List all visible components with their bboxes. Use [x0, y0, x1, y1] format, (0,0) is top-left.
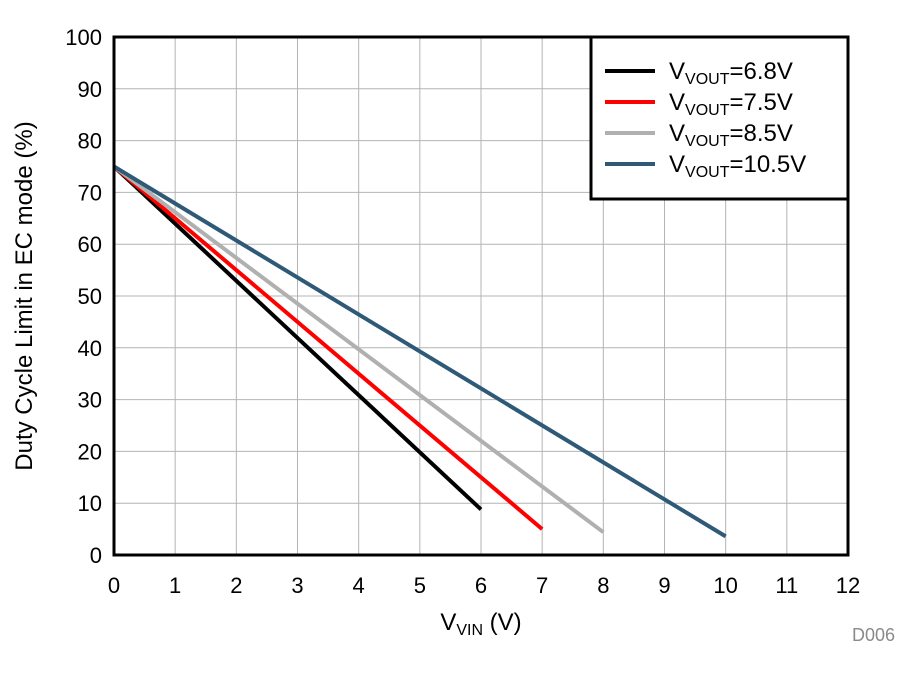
legend: VVOUT=6.8VVVOUT=7.5VVVOUT=8.5VVVOUT=10.5…	[589, 35, 850, 201]
x-tick-label: 5	[414, 573, 426, 598]
x-tick-label: 11	[775, 573, 798, 598]
legend-entry: VVOUT=6.8V	[669, 58, 793, 88]
y-tick-label: 80	[78, 129, 102, 154]
y-tick-label: 40	[78, 336, 102, 361]
y-tick-label: 20	[78, 439, 102, 464]
legend-box	[589, 35, 850, 201]
x-tick-label: 2	[230, 573, 242, 598]
legend-entry-sub: VOUT	[685, 71, 730, 88]
y-tick-label: 90	[78, 77, 102, 102]
plot-frame	[112, 35, 850, 557]
y-tick-label: 50	[78, 284, 102, 309]
legend-entry-main: V	[669, 120, 685, 147]
legend-entry-sub: VOUT	[685, 164, 730, 181]
series-line-4	[112, 164, 727, 539]
series-lines	[112, 164, 727, 539]
legend-entry: VVOUT=7.5V	[669, 89, 793, 119]
series-line-3	[112, 164, 605, 534]
legend-entry: VVOUT=8.5V	[669, 120, 793, 150]
legend-entry-main: V	[669, 151, 685, 178]
legend-entry-main: V	[669, 89, 685, 116]
y-tick-label: 30	[78, 388, 102, 413]
x-tick-label: 10	[713, 573, 737, 598]
x-tick-label: 0	[108, 573, 120, 598]
y-tick-label: 60	[78, 232, 102, 257]
y-tick-labels: 0 10 20 30 40 50 60 70 80 90 100	[65, 25, 102, 568]
x-tick-label: 7	[536, 573, 548, 598]
x-axis-title-sub: VIN	[456, 622, 483, 639]
x-tick-label: 6	[475, 573, 487, 598]
legend-entry-suffix: =7.5V	[729, 89, 792, 116]
legend-entry-sub: VOUT	[685, 102, 730, 119]
y-tick-label: 10	[78, 491, 102, 516]
y-axis-title: Duty Cycle Limit in EC mode (%)	[11, 121, 38, 470]
x-tick-label: 12	[836, 573, 860, 598]
legend-entry-sub: VOUT	[685, 133, 730, 150]
x-axis-title: VVIN (V)	[440, 609, 521, 639]
x-tick-label: 3	[291, 573, 303, 598]
y-tick-label: 70	[78, 180, 102, 205]
legend-entry-suffix: =6.8V	[729, 58, 792, 85]
x-axis-title-suffix: (V)	[483, 609, 522, 636]
x-tick-label: 1	[169, 573, 181, 598]
y-tick-label: 100	[65, 25, 102, 50]
x-tick-label: 9	[658, 573, 670, 598]
legend-entry: VVOUT=10.5V	[669, 151, 806, 181]
y-tick-label: 0	[90, 543, 102, 568]
x-tick-label: 8	[597, 573, 609, 598]
x-tick-labels: 0 1 2 3 4 5 6 7 8 9 10 11 12	[108, 573, 860, 598]
x-axis-title-main: V	[440, 609, 456, 636]
legend-entry-main: V	[669, 58, 685, 85]
figure-id: D006	[852, 625, 895, 645]
legend-entry-suffix: =10.5V	[729, 151, 806, 178]
series-line-1	[112, 165, 483, 511]
x-tick-label: 4	[353, 573, 365, 598]
legend-entry-suffix: =8.5V	[729, 120, 792, 147]
series-line-2	[112, 164, 544, 531]
